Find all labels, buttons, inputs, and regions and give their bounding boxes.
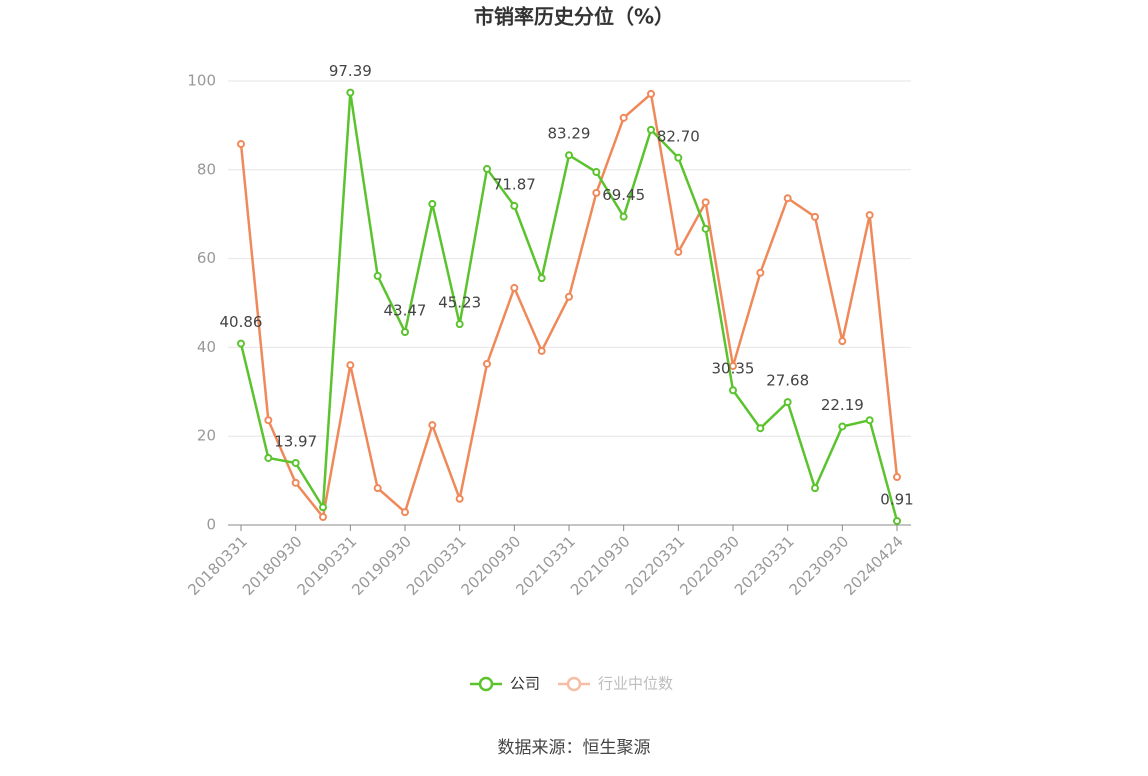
data-point [619,212,628,221]
data-point [510,201,519,210]
data-point [565,292,573,301]
legend-item[interactable]: 公司 [470,675,540,693]
data-point [319,503,327,512]
data-label: 43.47 [384,301,427,319]
data-label: 71.87 [493,175,536,193]
data-point [783,398,792,407]
data-point [455,494,464,503]
data-point [893,473,901,482]
data-point [291,478,300,487]
data-point [373,271,382,280]
y-tick-label: 100 [187,72,216,90]
data-label: 13.97 [274,432,317,450]
data-label: 97.39 [329,62,372,80]
y-tick-label: 20 [197,427,216,445]
y-tick-label: 80 [197,160,216,178]
data-point [783,194,792,203]
data-label: 22.19 [821,396,864,414]
data-point [756,424,765,433]
data-label: 0.91 [880,490,913,508]
legend-marker [566,676,582,692]
data-point [565,151,573,160]
data-point [592,188,601,197]
data-label: 83.29 [548,125,591,143]
data-point [647,125,655,134]
data-point [811,212,819,221]
legend-label: 公司 [510,675,540,693]
data-point [483,359,491,368]
data-point [264,453,273,462]
data-point [619,113,628,122]
data-point [483,164,491,173]
data-point [592,168,601,177]
data-point [865,211,874,220]
data-point [811,484,819,493]
data-label: 82.70 [657,127,700,145]
data-point [537,346,546,355]
data-point [893,516,901,525]
data-label: 45.23 [438,294,481,312]
x-tick-label: 20240424 [840,532,907,599]
data-point [455,320,464,329]
data-point [319,513,327,522]
data-point [428,199,437,208]
data-point [674,153,683,162]
y-tick-label: 40 [197,338,216,356]
data-point [401,327,409,336]
data-point [865,416,874,425]
data-point [838,422,847,431]
data-point [401,508,409,517]
data-point [291,458,300,467]
source-note: 数据来源：恒生聚源 [498,738,651,758]
data-point [237,140,245,149]
data-point [756,268,765,277]
legend-marker [478,676,494,692]
data-point [346,361,355,370]
data-label: 40.86 [220,313,263,331]
data-label: 69.45 [602,186,645,204]
data-point [701,198,710,207]
data-point [428,421,437,430]
data-point [729,386,737,395]
data-point [237,339,245,348]
data-point [373,484,382,493]
data-point [264,416,273,425]
y-tick-label: 60 [197,249,216,267]
legend-label: 行业中位数 [598,675,673,693]
data-point [537,274,546,283]
data-point [346,88,355,97]
data-label: 30.35 [712,360,755,378]
data-point [838,337,847,346]
y-tick-label: 0 [206,516,216,534]
data-point [647,89,655,98]
legend-item[interactable]: 行业中位数 [558,675,673,693]
data-label: 27.68 [766,372,809,390]
chart-title: 市销率历史分位（%） [474,5,674,29]
data-point [701,224,710,233]
data-point [674,247,683,256]
data-point [510,283,519,292]
